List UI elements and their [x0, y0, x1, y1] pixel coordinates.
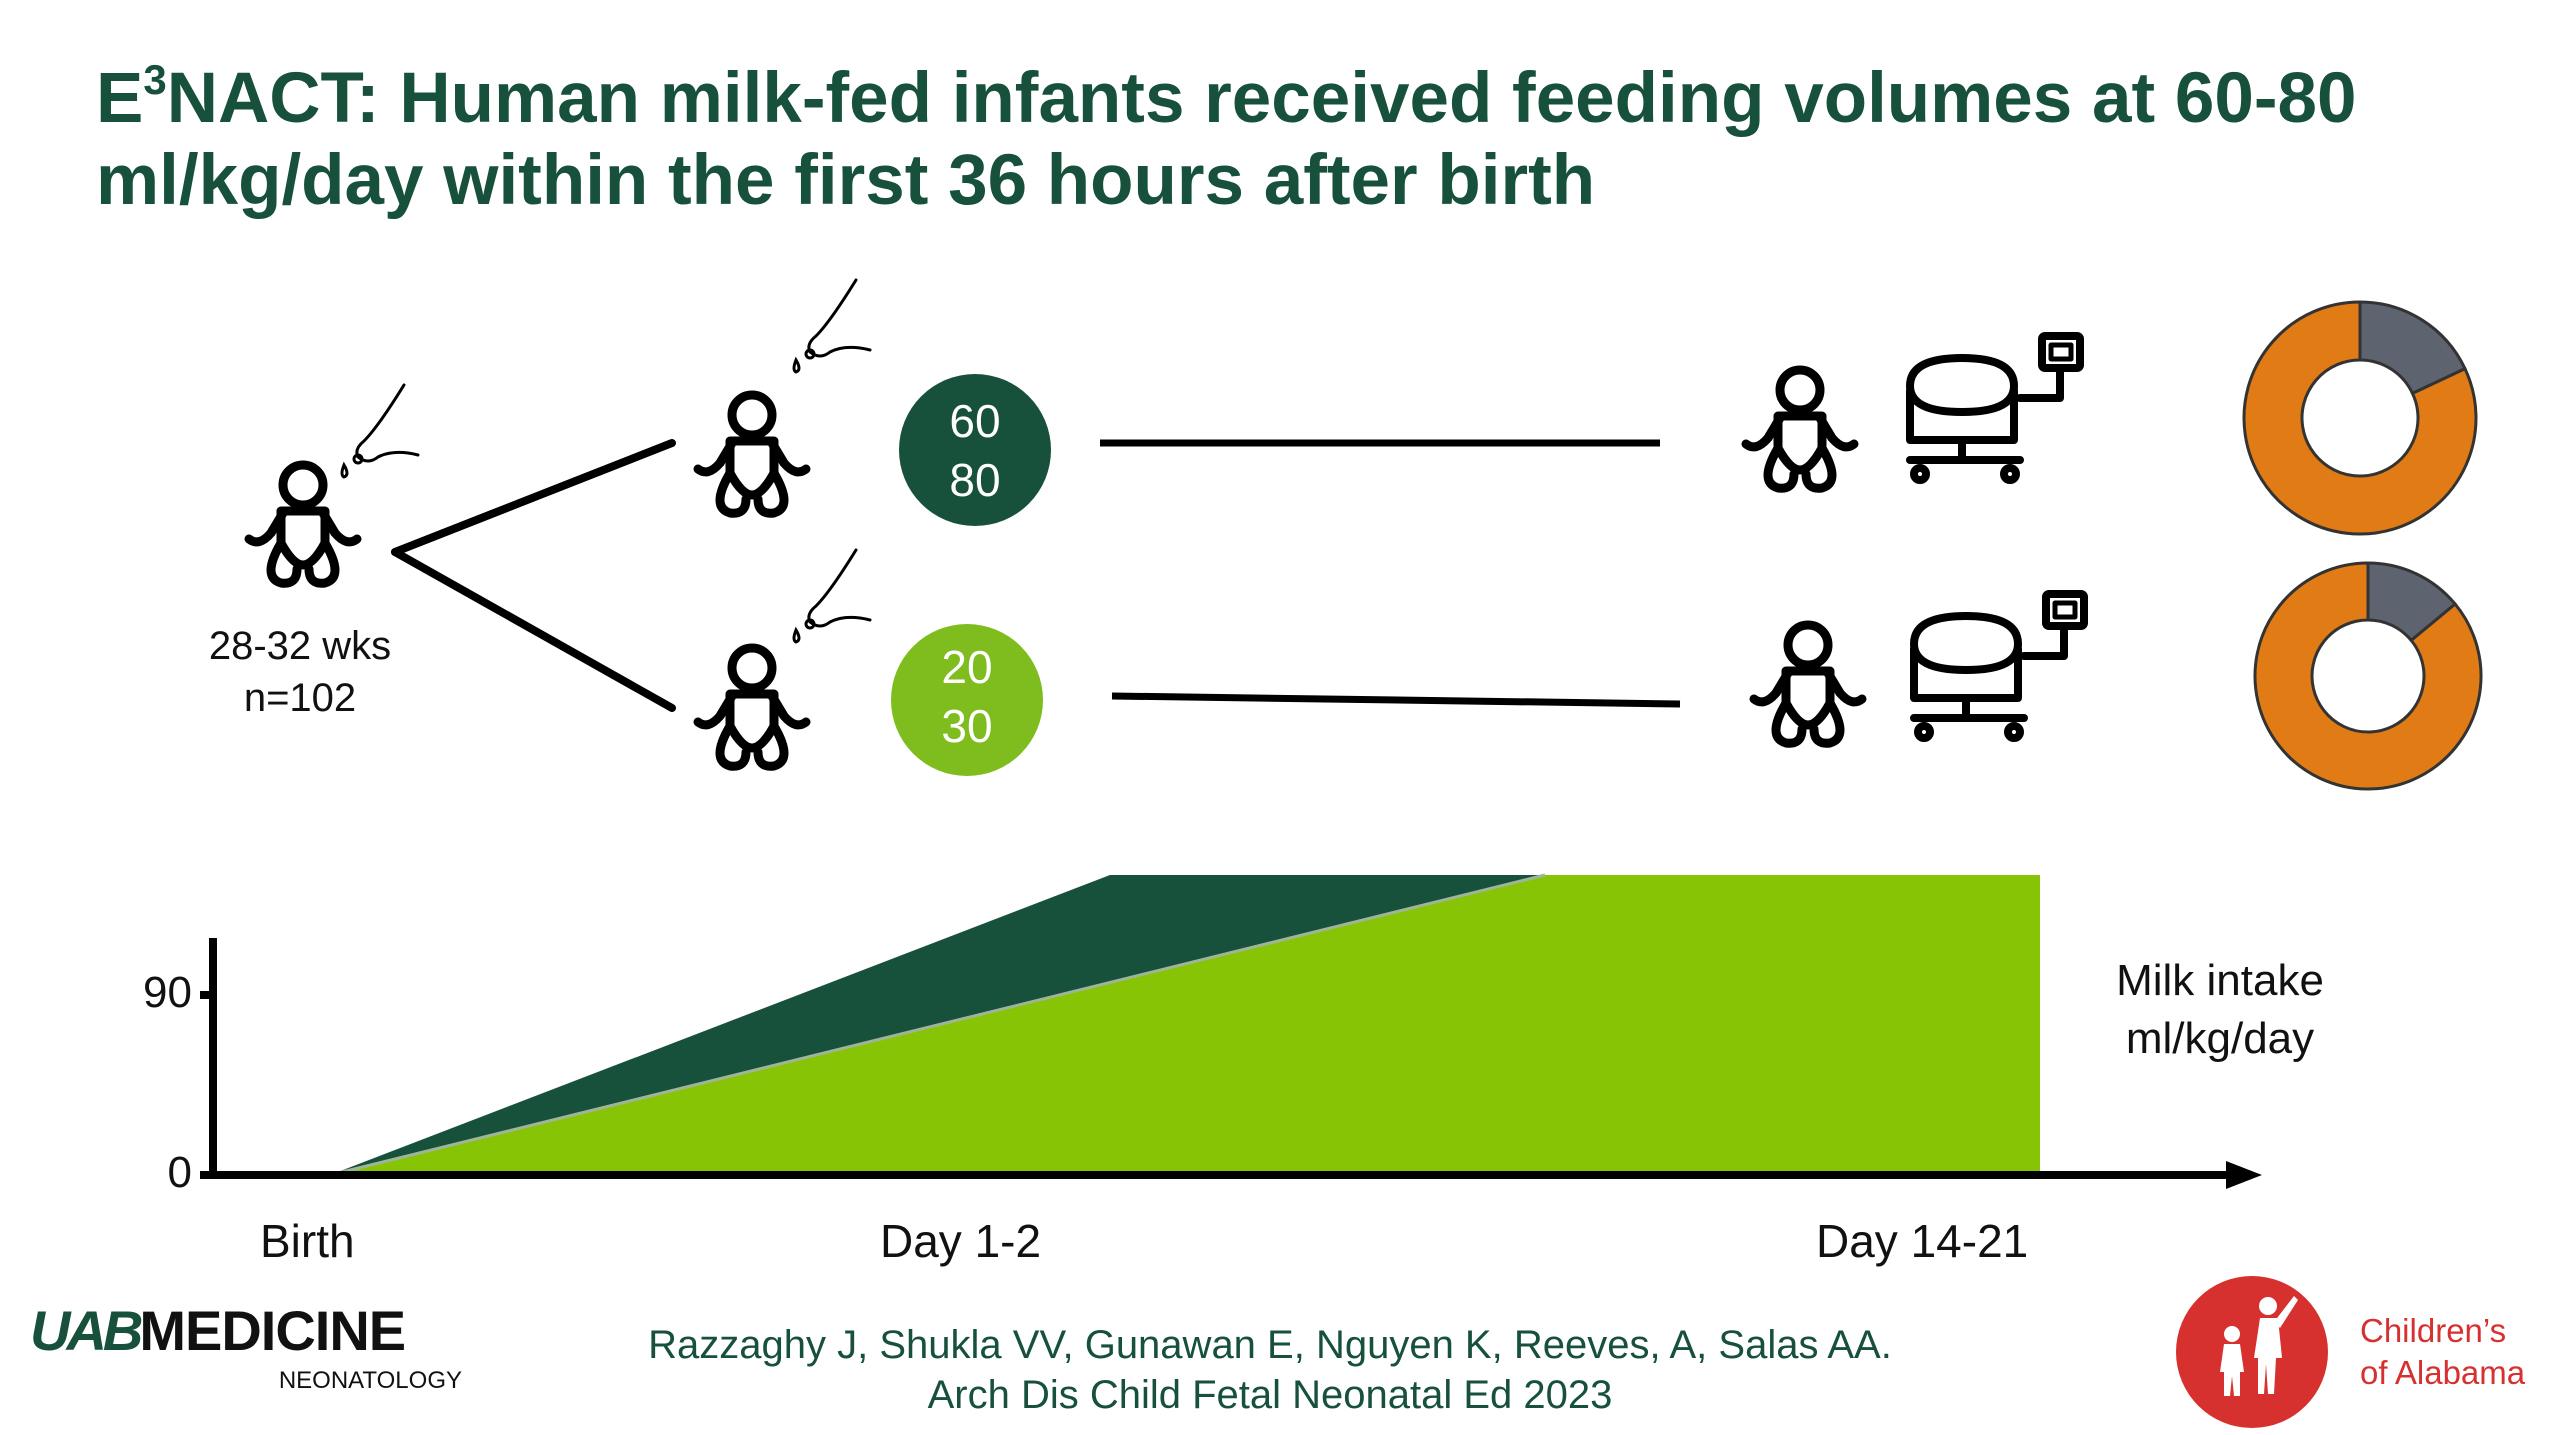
- uab-mark: UAB: [30, 1299, 143, 1362]
- series-20-30-area: [330, 875, 2040, 1175]
- arm1-baby-icon: [698, 395, 806, 513]
- cohort-baby-icon: [249, 465, 357, 583]
- cohort-size: n=102: [243, 676, 357, 720]
- y-tick-label-90: 90: [143, 968, 192, 1017]
- uab-medicine-logo: UABMEDICINE NEONATOLOGY: [30, 1298, 470, 1395]
- arm1-outcome-donut: [2242, 300, 2478, 536]
- arm1-volume-high: 80: [949, 454, 1000, 506]
- arm2-outcome-donut: [2253, 561, 2483, 791]
- coa-circle: [2176, 1276, 2328, 1428]
- arm1-donut-orange-slice: [2242, 300, 2478, 536]
- x-tick-label-day1-2: Day 1-2: [880, 1215, 1042, 1267]
- citation-authors: Razzaghy J, Shukla VV, Gunawan E, Nguyen…: [648, 1323, 1892, 1367]
- cohort-label: 28-32 wks n=102: [175, 620, 425, 724]
- coa-line2: of Alabama: [2360, 1354, 2526, 1391]
- x-axis-arrowhead: [2226, 1161, 2262, 1189]
- chart-legend: Milk intake ml/kg/day: [2070, 952, 2370, 1068]
- legend-line1: Milk intake: [2116, 956, 2324, 1005]
- x-tick-label-day14-21: Day 14-21: [1816, 1215, 2029, 1267]
- arm2-incubator-icon: [1914, 594, 2084, 738]
- citation-journal: Arch Dis Child Fetal Neonatal Ed 2023: [927, 1373, 1613, 1417]
- arm1-incubator-icon: [1910, 336, 2080, 480]
- arm1-volume-circle: [899, 374, 1051, 526]
- series-20-30-edge: [329, 873, 1546, 1177]
- arm2-baby-icon: [698, 648, 806, 766]
- children-silhouette-icon: [2220, 1296, 2298, 1396]
- childrens-of-alabama-wordmark: Children’s of Alabama: [2360, 1310, 2525, 1394]
- x-tick-label-birth: Birth: [260, 1215, 355, 1267]
- arm2-volume-circle: [891, 624, 1043, 776]
- cohort-gestation: 28-32 wks: [208, 624, 392, 668]
- branch-line-lower: [391, 548, 676, 712]
- arm1-donut-gray-slice: [2358, 300, 2467, 396]
- y-tick-label-0: 0: [167, 1148, 192, 1197]
- arm2-breastfeeding-icon: [792, 548, 872, 644]
- arm2-volume-high: 30: [941, 700, 992, 752]
- arm1-breastfeeding-icon: [792, 278, 872, 374]
- slide-title: E3NACT: Human milk-fed infants received …: [96, 56, 2357, 221]
- arm2-timeline: [1111, 692, 1681, 708]
- childrens-of-alabama-logo-mark: [2176, 1276, 2328, 1428]
- uab-word: MEDICINE: [139, 1299, 406, 1362]
- milk-intake-chart: [200, 873, 2262, 1189]
- arm2-donut-orange-slice: [2253, 561, 2483, 791]
- arm2-donut-gray-slice: [2366, 561, 2458, 643]
- arm2-volume-low: 20: [941, 641, 992, 693]
- arm2-outcome-baby-icon: [1754, 625, 1862, 743]
- branch-line-upper: [391, 439, 676, 556]
- arm1-volume-low: 60: [949, 395, 1000, 447]
- legend-line2: ml/kg/day: [2125, 1014, 2315, 1063]
- uab-subtitle: NEONATOLOGY: [278, 1367, 462, 1394]
- breastfeeding-icon: [340, 383, 420, 479]
- arm1-outcome-baby-icon: [1746, 370, 1854, 488]
- citation: Razzaghy J, Shukla VV, Gunawan E, Nguyen…: [560, 1320, 1980, 1420]
- coa-line1: Children’s: [2360, 1312, 2507, 1349]
